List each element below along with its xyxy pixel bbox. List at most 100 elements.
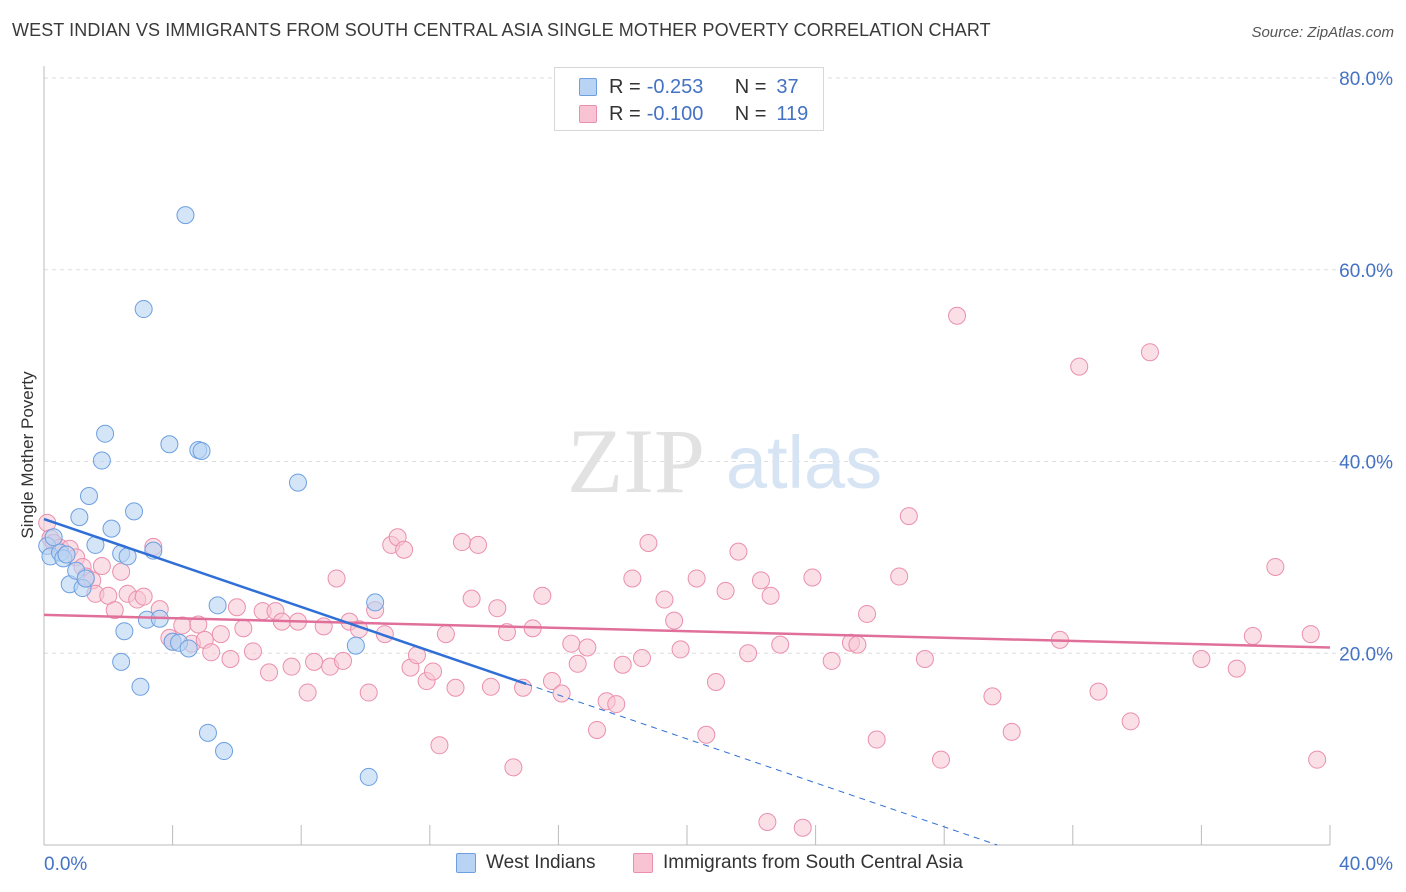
data-point-blue: [215, 742, 234, 761]
data-point-blue: [115, 622, 134, 641]
data-point-pink: [282, 657, 301, 676]
data-point-pink: [1301, 625, 1320, 644]
data-point-pink: [333, 651, 352, 670]
axes: [43, 66, 1331, 846]
data-point-pink: [469, 535, 488, 554]
grid: [44, 77, 1392, 654]
data-point-pink: [751, 571, 770, 590]
data-point-pink: [899, 507, 918, 526]
data-point-pink: [227, 598, 246, 617]
watermark-zip: ZIP: [567, 410, 705, 512]
data-point-pink: [504, 758, 523, 777]
data-point-pink: [260, 663, 279, 682]
data-point-pink: [234, 619, 253, 638]
data-point-pink: [1070, 357, 1089, 376]
data-point-pink: [112, 562, 131, 581]
data-point-pink: [771, 635, 790, 654]
legend-item-immigrants: Immigrants from South Central Asia: [633, 852, 963, 874]
trendlines: [43, 517, 1331, 846]
data-point-pink: [1192, 650, 1211, 669]
data-point-pink: [314, 617, 333, 636]
stats-swatch-pink: [579, 105, 597, 123]
data-point-blue: [125, 502, 144, 521]
y-tick-label: 20.0%: [1339, 644, 1393, 665]
data-point-pink: [211, 625, 230, 644]
watermark-atlas: atlas: [726, 421, 882, 504]
data-point-blue: [70, 508, 89, 527]
data-point-pink: [568, 654, 587, 673]
data-point-pink: [729, 542, 748, 561]
data-point-pink: [552, 684, 571, 703]
legend-label: Immigrants from South Central Asia: [663, 852, 963, 873]
trendline-blue: [43, 517, 527, 686]
x-tick-label: 0.0%: [44, 854, 87, 875]
n-label: N =: [734, 102, 767, 125]
data-point-blue: [366, 593, 385, 612]
data-point-blue: [96, 424, 115, 443]
data-point-pink: [395, 540, 414, 559]
data-point-pink: [793, 818, 812, 837]
trendline-blue-extension: [526, 683, 998, 846]
legend-swatch-pink: [633, 853, 653, 873]
data-point-blue: [192, 441, 211, 460]
y-axis-label: Single Mother Poverty: [18, 371, 37, 539]
chart-title: WEST INDIAN VS IMMIGRANTS FROM SOUTH CEN…: [12, 20, 991, 40]
trendline-pink: [43, 613, 1331, 649]
data-point-pink: [359, 683, 378, 702]
data-point-pink: [105, 601, 124, 620]
data-point-blue: [176, 206, 195, 225]
data-point-pink: [983, 687, 1002, 706]
data-point-blue: [80, 487, 99, 506]
n-value: 119: [776, 102, 809, 125]
data-point-pink: [1243, 626, 1262, 645]
data-point-pink: [1227, 659, 1246, 678]
source-label: Source: ZipAtlas.com: [1251, 24, 1394, 41]
data-point-pink: [613, 655, 632, 674]
data-point-pink: [948, 306, 967, 325]
data-point-pink: [803, 568, 822, 587]
data-point-pink: [665, 611, 684, 630]
y-tick-labels: 20.0% 40.0% 60.0% 80.0%: [1339, 69, 1393, 665]
data-point-pink: [134, 587, 153, 606]
data-point-pink: [706, 673, 725, 692]
data-point-pink: [1121, 712, 1140, 731]
data-point-pink: [1308, 750, 1327, 769]
data-point-blue: [57, 545, 76, 564]
legend-label: West Indians: [486, 852, 596, 873]
data-point-pink: [542, 672, 561, 691]
data-point-pink: [243, 642, 262, 661]
data-point-blue: [76, 569, 95, 588]
data-point-blue: [359, 767, 378, 786]
data-point-pink: [758, 812, 777, 831]
stats-row-west-indians: R = -0.253 N = 37: [579, 74, 799, 100]
data-point-pink: [514, 678, 533, 697]
data-point-pink: [607, 695, 626, 714]
data-point-pink: [587, 720, 606, 739]
data-point-blue: [112, 652, 131, 671]
legend-swatch-blue: [456, 853, 476, 873]
data-point-pink: [436, 625, 455, 644]
data-point-pink: [623, 569, 642, 588]
data-point-blue: [160, 435, 179, 454]
data-point-pink: [488, 599, 507, 618]
data-point-pink: [655, 590, 674, 609]
data-point-pink: [327, 569, 346, 588]
data-point-blue: [198, 723, 217, 742]
data-point-pink: [848, 635, 867, 654]
data-point-pink: [446, 678, 465, 697]
data-point-pink: [1266, 557, 1285, 576]
legend: West Indians Immigrants from South Centr…: [0, 852, 1406, 876]
y-tick-label: 60.0%: [1339, 261, 1393, 282]
data-point-pink: [578, 638, 597, 657]
r-label: R =: [609, 75, 641, 98]
x-tick-labels: 0.0% 40.0%: [44, 854, 1393, 875]
data-point-pink: [202, 643, 221, 662]
data-point-pink: [189, 615, 208, 634]
r-value: -0.100: [646, 102, 704, 125]
data-point-pink: [481, 677, 500, 696]
data-point-pink: [452, 533, 471, 552]
stats-box: R = -0.253 N = 37 R = -0.100 N = 119: [554, 67, 824, 131]
n-value: 37: [776, 75, 799, 98]
data-point-pink: [92, 557, 111, 576]
data-point-pink: [298, 683, 317, 702]
